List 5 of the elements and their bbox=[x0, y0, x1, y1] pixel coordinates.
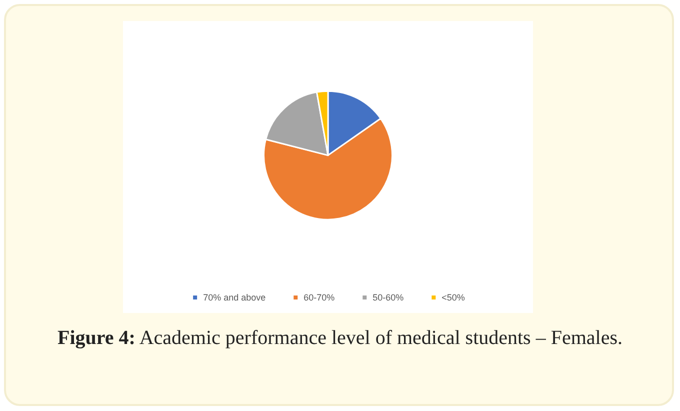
legend-label: 60-70% bbox=[304, 292, 335, 302]
legend-label: 50-60% bbox=[372, 292, 404, 302]
text: Figure 4: Academic performance level of medical students – Females. bbox=[56, 326, 624, 351]
legend-label: <50% bbox=[442, 292, 465, 302]
legend-label: 70% and above bbox=[203, 292, 266, 302]
